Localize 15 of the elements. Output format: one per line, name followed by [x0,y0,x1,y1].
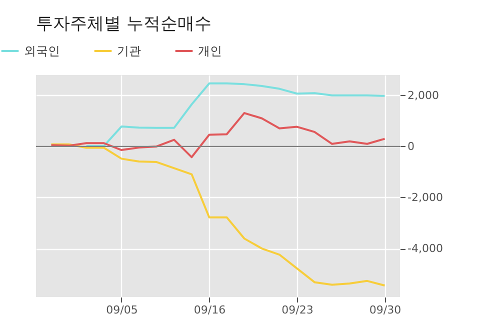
legend-label: 외국인 [24,44,60,58]
line-series [85,82,386,147]
y-tick-label: -4,000 [408,242,443,256]
legend-label: 개인 [198,44,222,58]
y-tick-label: 2,000 [408,88,439,102]
x-tick-label: 09/16 [194,304,226,316]
chart-title: 투자주체별 누적순매수 [36,14,212,34]
x-tick-label: 09/05 [106,304,138,316]
x-tick-label: 09/23 [282,304,314,316]
x-tick-label: 09/30 [369,304,402,316]
y-tick-label: 0 [408,140,414,153]
y-tick-label: -2,000 [408,190,443,204]
line-series [50,143,386,287]
legend-label: 기관 [117,44,141,58]
line-series [50,112,386,158]
